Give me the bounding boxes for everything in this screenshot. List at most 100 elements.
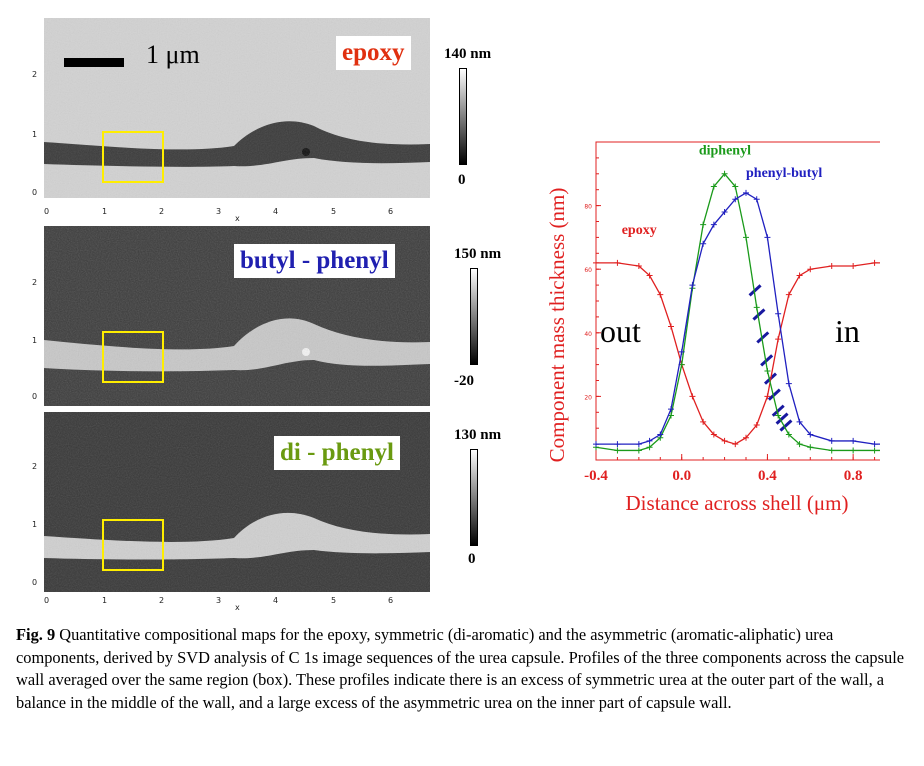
data-point-phenyl-butyl [657,431,664,438]
data-point-phenyl-butyl [764,234,771,241]
data-point-phenyl-butyl [668,406,674,413]
hatch-mark [748,284,762,297]
data-point-epoxy [753,422,760,429]
colorbar-max: 130 nm [454,427,502,443]
scale-bar-label: 1 μm [146,40,200,69]
data-point-epoxy [775,336,782,343]
data-point-diphenyl [710,183,717,190]
data-point-phenyl-butyl [689,282,696,289]
data-point-diphenyl [775,412,782,419]
data-point-diphenyl [614,447,621,454]
data-point-phenyl-butyl [753,196,760,203]
annotation-out: out [600,313,641,349]
data-point-diphenyl [721,170,728,177]
x-tick: 6 [388,596,394,605]
colorbar [459,68,467,165]
data-point-diphenyl [828,447,835,454]
y-tick: 1 [32,336,38,345]
y-tick: 1 [32,130,38,139]
data-point-epoxy [635,263,642,270]
y-tick: 2 [32,278,38,287]
x-tick-label: 0.4 [758,468,777,484]
panel-label-butyl-phenyl: butyl - phenyl [234,244,395,278]
data-point-phenyl-butyl [743,189,749,196]
x-tick: 2 [159,207,165,216]
data-point-phenyl-butyl [850,437,857,444]
data-point-diphenyl [743,234,749,241]
data-point-epoxy [796,272,803,279]
data-point-diphenyl [732,183,739,190]
x-tick: 3 [216,207,222,216]
x-tick: 4 [273,207,279,216]
caption-label: Fig. 9 [16,625,56,644]
colorbar [470,449,478,546]
figure-caption: Fig. 9 Quantitative compositional maps f… [16,624,911,714]
data-point-diphenyl [635,447,642,454]
y-tick: 0 [32,188,38,197]
data-point-epoxy [721,437,728,444]
y-tick: 1 [32,520,38,529]
data-point-diphenyl [871,447,878,454]
hatch-mark [760,354,774,367]
data-point-phenyl-butyl [700,240,707,247]
data-point-epoxy [646,272,653,279]
data-point-phenyl-butyl [807,431,814,438]
y-tick-label: 40 [584,331,592,338]
x-unit: x [235,214,240,223]
scale-bar [64,58,124,67]
data-point-phenyl-butyl [732,196,739,203]
data-point-phenyl-butyl [796,418,803,425]
series-label-epoxy: epoxy [622,223,657,238]
x-axis-label: Distance across shell (μm) [626,491,849,515]
data-point-epoxy [689,393,696,400]
hatch-mark [779,419,793,432]
data-point-phenyl-butyl [775,310,782,317]
panel-label-di-phenyl: di - phenyl [274,436,400,470]
x-tick: 5 [331,207,337,216]
y-tick-label: 80 [584,204,592,211]
hatch-mark [771,404,785,417]
x-tick: 1 [102,596,108,605]
colorbar-max: 150 nm [454,246,502,262]
data-point-diphenyl [700,221,707,228]
y-tick-label: 20 [584,394,592,401]
data-point-epoxy [614,259,621,266]
data-point-epoxy [785,291,792,298]
x-tick: 6 [388,207,394,216]
colorbar-min: 0 [458,172,466,188]
data-point-epoxy [593,259,599,266]
data-point-epoxy [807,266,814,273]
data-point-diphenyl [785,431,792,438]
x-tick: 3 [216,596,222,605]
data-point-phenyl-butyl [593,441,599,448]
y-axis-label: Component mass thickness (nm) [545,188,569,463]
y-tick: 2 [32,70,38,79]
data-point-epoxy [764,393,771,400]
hatch-mark [756,331,770,344]
data-point-phenyl-butyl [635,441,642,448]
data-point-phenyl-butyl [646,437,653,444]
data-point-epoxy [732,441,739,448]
hatch-mark [752,308,766,321]
colorbar-min: -20 [454,373,474,389]
colorbar-min: 0 [468,551,476,567]
hatch-mark [767,388,781,401]
y-tick: 0 [32,578,38,587]
data-point-epoxy [828,263,835,270]
data-point-phenyl-butyl [828,437,835,444]
data-point-diphenyl [764,367,771,374]
data-point-epoxy [743,434,749,441]
data-point-phenyl-butyl [871,441,878,448]
data-point-epoxy [871,259,878,266]
plot-frame [595,141,880,461]
colorbar-max: 140 nm [444,46,492,62]
series-label-diphenyl: diphenyl [699,144,751,159]
data-point-diphenyl [753,304,760,311]
data-point-diphenyl [646,444,653,451]
x-tick: 4 [273,596,279,605]
data-point-phenyl-butyl [710,221,717,228]
x-tick: 2 [159,596,165,605]
data-point-diphenyl [807,444,814,451]
profile-chart: Component mass thickness (nm) Distance a… [545,141,880,515]
data-point-phenyl-butyl [678,348,685,355]
